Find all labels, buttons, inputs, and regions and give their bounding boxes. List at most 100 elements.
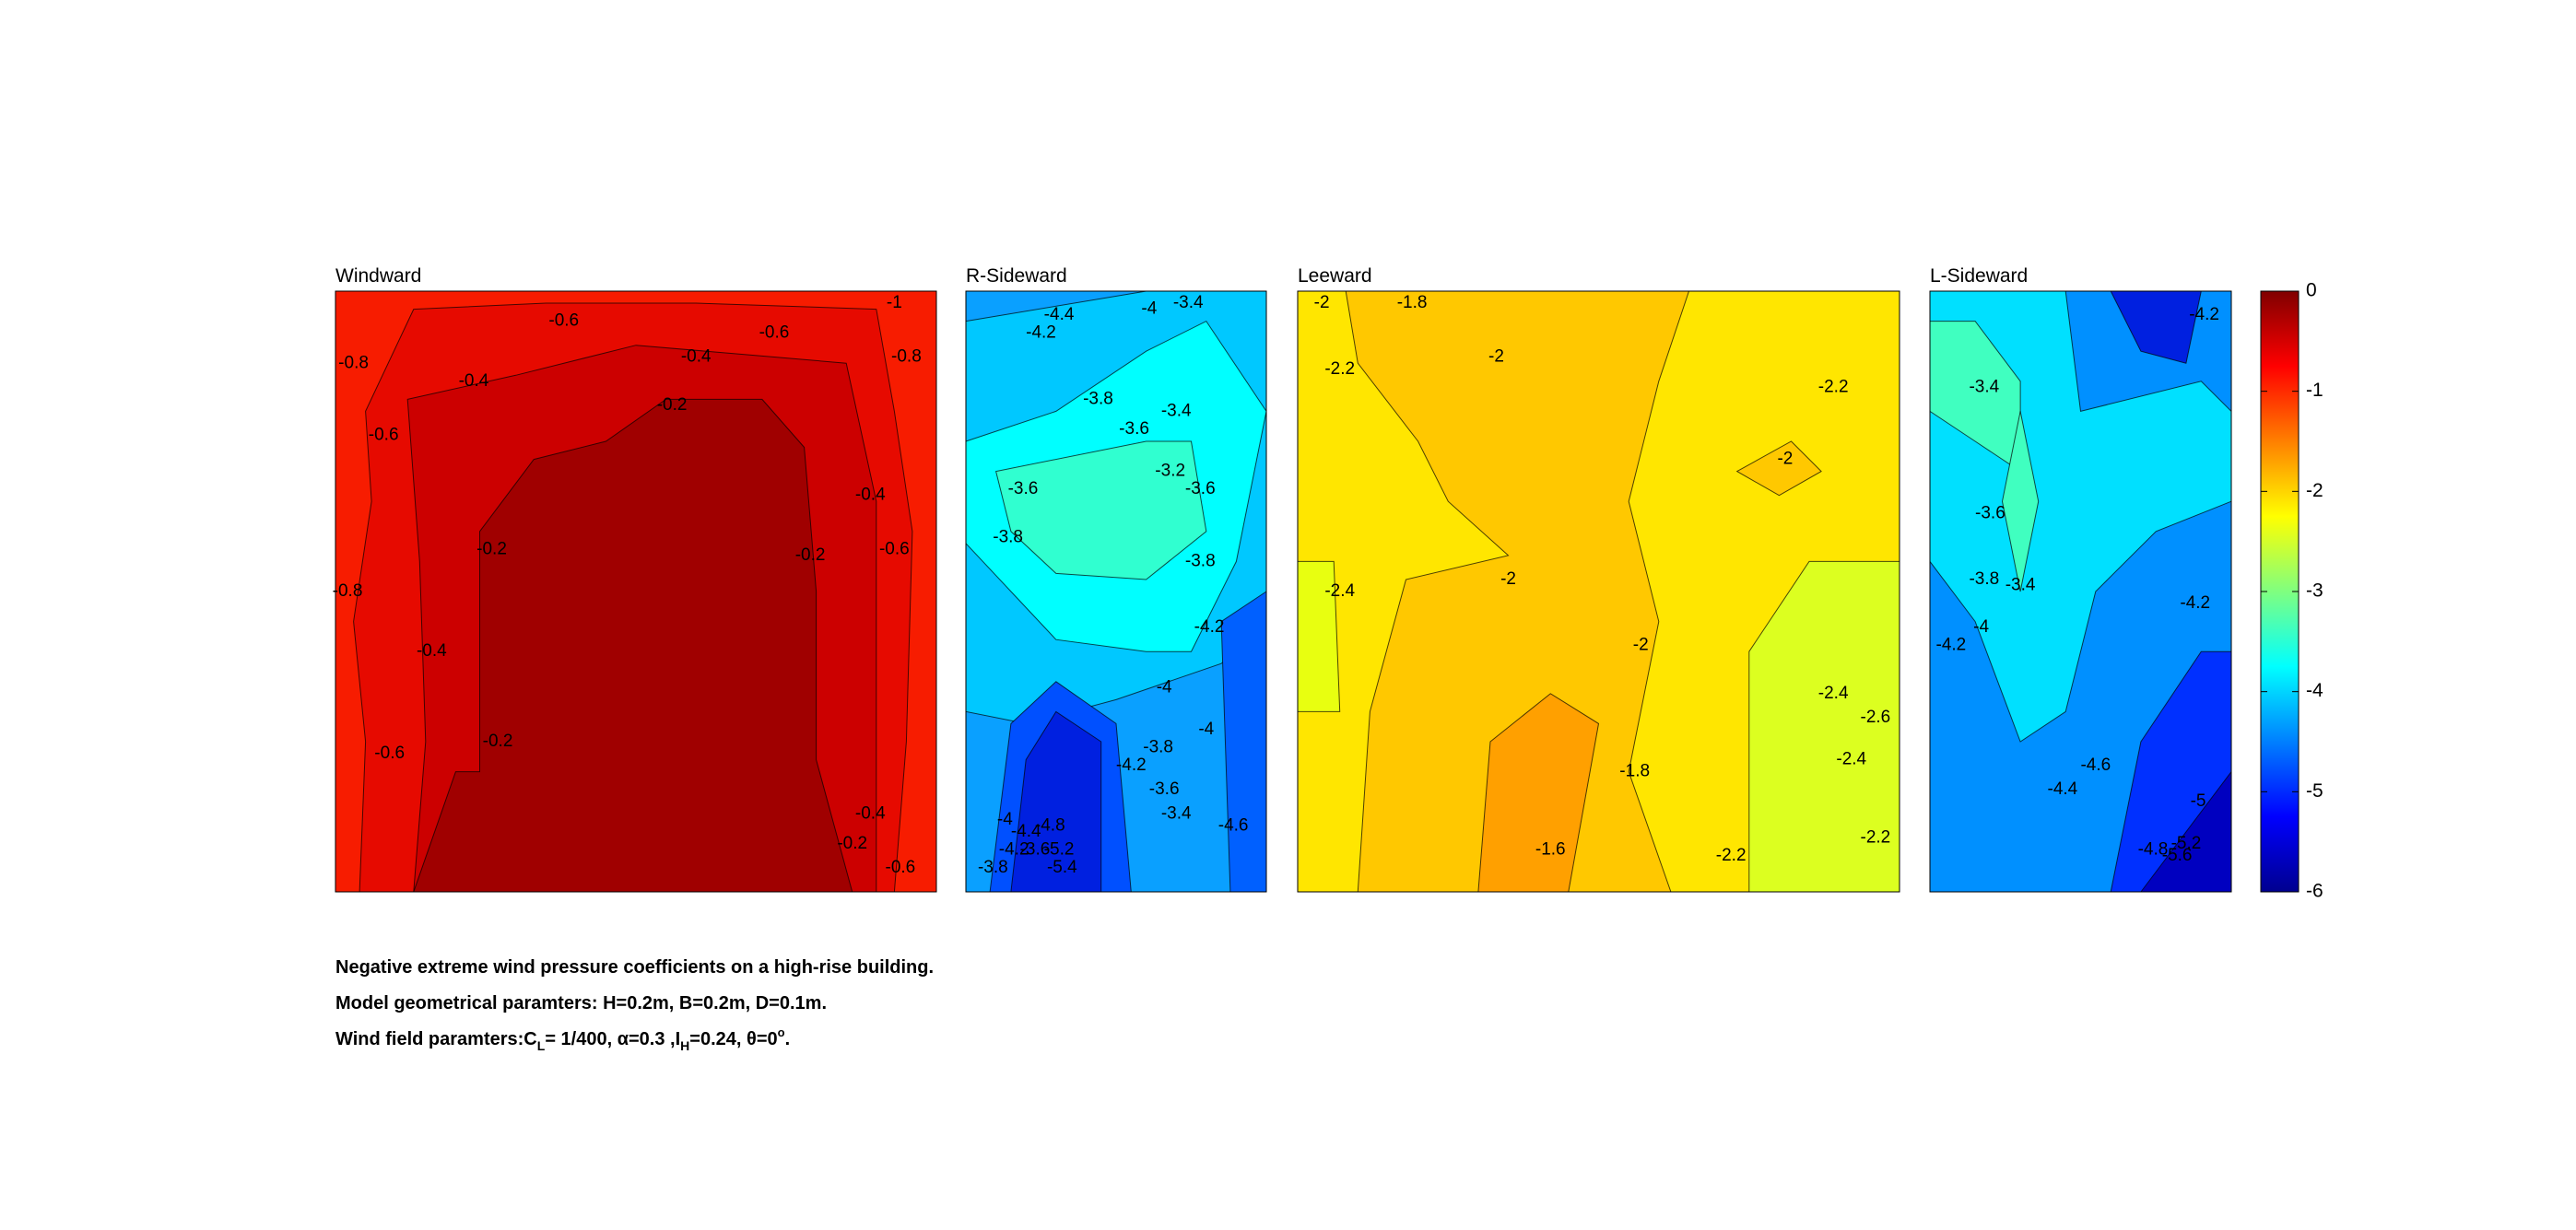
contour-label: -4: [1973, 617, 1989, 637]
contour-band: [1735, 440, 1822, 497]
contour-label: -2.4: [1324, 581, 1355, 601]
contour-label: -3.4: [2006, 575, 2036, 594]
contour-label: -4: [1198, 720, 1214, 739]
contour-label: -3.8: [1969, 569, 1999, 589]
contour-label: -4.6: [1218, 815, 1249, 835]
caption-subscript: L: [537, 1038, 546, 1053]
caption-text: =0.24, θ=0: [689, 1029, 777, 1049]
contour-label: -4.4: [1044, 305, 1075, 324]
contour-label: -2.2: [1818, 377, 1849, 396]
contour-label: -4: [997, 810, 1013, 829]
contour-label: -0.8: [891, 347, 922, 367]
colorbar-tick-label: -4: [2306, 680, 2323, 701]
contour-label: -0.4: [681, 347, 712, 367]
contour-panel: R-Sideward-4.4 -4 -3.4-4.2-3.8-3.4-3.6-3.2…: [965, 265, 1267, 893]
contour-label: -0.6: [879, 539, 910, 558]
panel-border: [1297, 290, 1900, 893]
contour-label: -0.2: [476, 539, 507, 558]
contour-label: -2: [1777, 450, 1793, 469]
contour-label: -1.8: [1397, 293, 1428, 312]
contour-label: -0.6: [759, 323, 790, 343]
caption-line: Negative extreme wind pressure coefficie…: [335, 957, 934, 978]
caption-superscript: o: [778, 1025, 785, 1039]
colorbar-tick-label: -3: [2306, 580, 2323, 602]
contour-label: -0.4: [855, 486, 886, 505]
contour-label: -5.6: [2162, 846, 2193, 865]
panel-title: Windward: [335, 265, 421, 287]
contour-label: -3.8: [978, 858, 1008, 877]
contour-label: -0.2: [795, 545, 826, 565]
colorbar-tick-label: 0: [2306, 280, 2317, 301]
caption-line: Model geometrical paramters: H=0.2m, B=0…: [335, 993, 827, 1013]
contour-label: -0.6: [374, 744, 405, 763]
contour-label: -0.6: [548, 311, 579, 331]
contour-label: -3.6: [1975, 503, 2006, 522]
caption-text: = 1/400, α=0.3 ,I: [545, 1029, 680, 1049]
contour-label: -5.2: [2171, 834, 2202, 853]
caption-text: .: [785, 1029, 791, 1049]
contour-label: -2.2: [1861, 827, 1891, 847]
caption-text: Wind field paramters:C: [335, 1029, 537, 1049]
contour-label: -0.8: [338, 353, 369, 372]
contour-label: -3.4: [1161, 401, 1192, 420]
contour-label: -3.6: [1185, 479, 1216, 498]
contour-label: -0.2: [657, 395, 688, 415]
contour-panel: Leeward -2 -1.8 -2 -2.2 -2.2 -2 -2 -2.4 -2 -2.4 -2.…: [1297, 265, 1900, 893]
contour-label: -0.6: [886, 858, 916, 877]
contour-label: -4: [1141, 299, 1157, 319]
contour-label: -2: [1488, 347, 1504, 367]
contour-band: [994, 440, 1207, 580]
contour-label: -3.6: [1008, 479, 1039, 498]
contour-label: -0.4: [459, 371, 489, 391]
contour-label: -4.8: [1035, 815, 1065, 835]
contour-label: -3.8: [1083, 389, 1113, 408]
panel-title: Leeward: [1298, 265, 1372, 287]
panel-border: [1929, 290, 2232, 893]
panel-border: [335, 290, 937, 893]
contour-label: -2.4: [1818, 684, 1849, 703]
contour-label: -3.2: [1155, 462, 1185, 481]
contour-label: -4.8: [2138, 839, 2169, 859]
panel-border: [965, 290, 1267, 893]
contour-label: -3.6: [1119, 419, 1149, 439]
contour-label: -0.4: [855, 803, 886, 823]
contour-label: -3.6: [1149, 779, 1180, 799]
contour-label: -3.4: [1173, 293, 1204, 312]
contour-panel: L-Sideward -4.2 -3.4 -3.6 -3.8 -3.4 -4 -4.2 -4.2…: [1929, 265, 2232, 893]
contour-panel: Windward -0.6 -1 -0.6 -0.8 -0.4 -0.8 -0.4 -0.2 -0…: [333, 265, 937, 893]
contour-label: -0.4: [417, 641, 447, 661]
contour-label: -2: [1633, 636, 1649, 655]
contour-label: -5: [2191, 791, 2206, 811]
caption-subscript: H: [680, 1038, 689, 1053]
contour-label: -2.2: [1716, 846, 1747, 865]
contour-label: -3.8: [1185, 551, 1216, 570]
contour-label: -4.4: [2048, 779, 2078, 799]
contour-label: -5.2: [1044, 839, 1075, 859]
panel-title: R-Sideward: [966, 265, 1067, 287]
contour-label: -4.2: [2189, 305, 2219, 324]
contour-label: -0.8: [333, 581, 363, 601]
contour-label: -4.2: [1026, 323, 1056, 343]
contour-label: -0.2: [483, 732, 513, 751]
contour-label: -4.2: [2180, 593, 2210, 613]
contour-label: -2: [1314, 293, 1330, 312]
caption-line: Wind field paramters:CL= 1/400, α=0.3 ,I…: [335, 1025, 790, 1053]
contour-label: -4: [1157, 677, 1172, 697]
colorbar-tick-label: -1: [2306, 380, 2323, 401]
contour-label: -3.4: [1161, 803, 1192, 823]
contour-label: -4.2: [1936, 636, 1967, 655]
contour-label: -4.6: [2080, 756, 2111, 775]
contour-label: -2: [1500, 569, 1516, 589]
colorbar-tick-label: -5: [2306, 780, 2323, 802]
contour-label: -3.6: [1020, 839, 1051, 859]
contour-label: -1.8: [1619, 762, 1650, 781]
contour-label: -3.8: [993, 527, 1023, 546]
contour-band: [2001, 411, 2040, 592]
contour-label: -3.4: [1969, 377, 1999, 396]
contour-label: -0.2: [837, 834, 867, 853]
colorbar-tick-label: -2: [2306, 480, 2323, 501]
contour-label: -4.2: [1194, 617, 1225, 637]
colorbar-tick-label: -6: [2306, 881, 2323, 902]
